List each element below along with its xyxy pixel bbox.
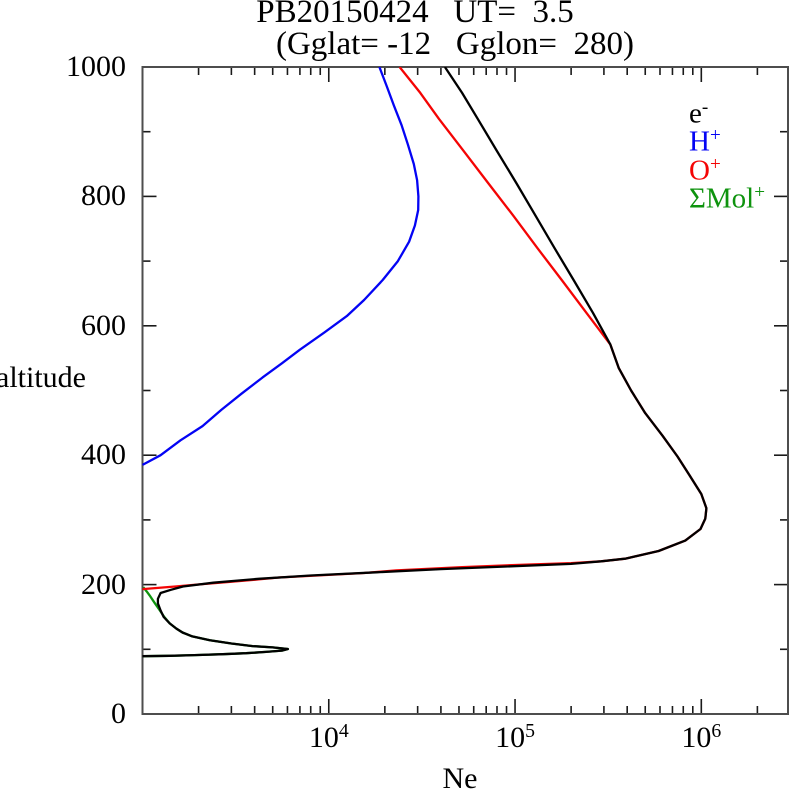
x-tick-base: 10 [308,720,339,754]
y-tick-label-1000: 1000 [66,50,126,83]
y-axis-title: altitude [0,361,86,394]
y-tick-label-800: 800 [81,179,126,213]
legend-item-mol: ΣMol+ [689,183,765,214]
curve-h [141,67,420,466]
x-tick-exponent: 4 [338,720,349,742]
x-tick-exponent: 6 [711,720,722,742]
y-tick-label-600: 600 [81,308,126,342]
legend-text: ΣMol [689,182,755,215]
plot-title-line1: PB20150424 UT= 3.5 [256,0,574,30]
plot-title-line2: (Gglat= -12 Gglon= 280) [275,26,634,62]
legend-superscript: + [754,182,766,203]
x-tick-exponent: 5 [525,720,535,742]
legend-text: e [689,97,702,130]
legend-item-h: H+ [689,126,721,157]
legend-text: O [689,154,710,187]
y-tick-label-0: 0 [111,697,126,730]
plot-frame [141,66,789,715]
x-tick-base: 10 [495,720,526,754]
x-tick-label-10e6: 106 [651,720,751,754]
curve-o [142,67,708,591]
curve-e [142,67,708,658]
legend-text: H [689,125,710,158]
legend-item-e: e- [689,98,708,129]
y-tick-label-200: 200 [81,567,126,601]
x-tick-label-10e5: 105 [465,720,565,754]
x-tick-label-10e4: 104 [279,720,379,754]
legend-superscript: + [709,125,721,146]
x-tick-base: 10 [681,720,712,754]
legend-item-o: O+ [689,155,721,186]
y-tick-label-400: 400 [81,438,126,472]
x-axis-title: Ne [442,762,478,795]
legend-superscript: + [709,154,721,175]
legend-superscript: - [701,97,709,118]
